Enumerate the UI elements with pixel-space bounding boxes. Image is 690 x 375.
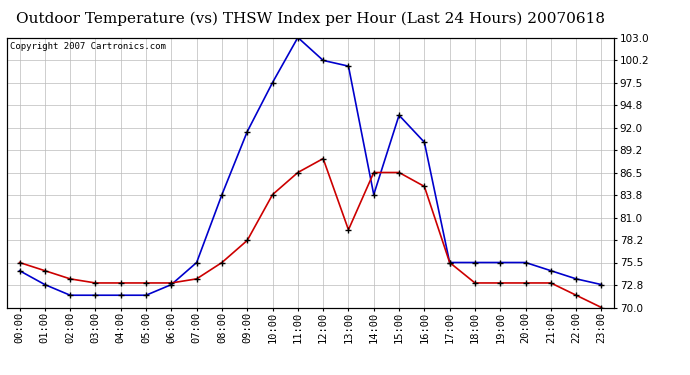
Text: Outdoor Temperature (vs) THSW Index per Hour (Last 24 Hours) 20070618: Outdoor Temperature (vs) THSW Index per …	[16, 11, 605, 26]
Text: Copyright 2007 Cartronics.com: Copyright 2007 Cartronics.com	[10, 42, 166, 51]
